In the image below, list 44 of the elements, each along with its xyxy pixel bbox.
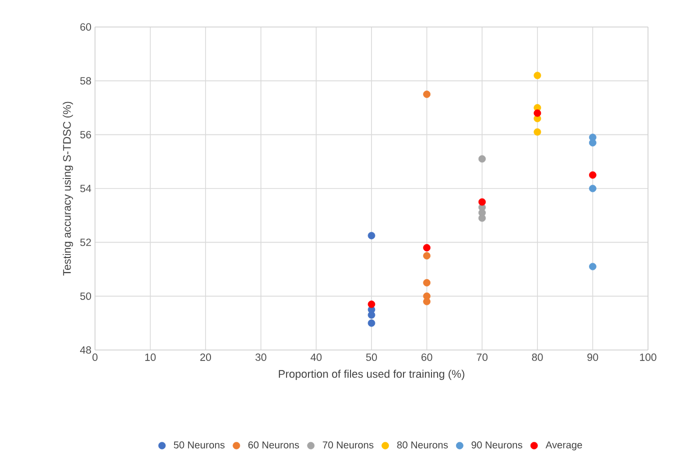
x-tick-label: 30: [255, 354, 266, 361]
x-tick-label: 90: [587, 354, 598, 361]
x-tick-label: 10: [145, 354, 156, 361]
point: [423, 252, 430, 260]
legend-label: 50 Neurons: [174, 441, 225, 448]
legend-label: 80 Neurons: [397, 441, 448, 448]
point: [534, 109, 542, 117]
point: [589, 171, 596, 179]
y-tick-label: 52: [80, 238, 91, 246]
point: [478, 198, 486, 206]
x-tick-label: 70: [476, 354, 488, 361]
point: [423, 279, 430, 286]
point: [423, 244, 430, 252]
point: [368, 319, 376, 327]
y-axis-title: Testing accuracy using S-TDSC (%): [62, 102, 73, 276]
x-tick-label: 60: [422, 354, 432, 361]
point: [368, 232, 376, 240]
x-tick-label: 0: [92, 354, 98, 361]
y-tick-label: 48: [80, 346, 92, 354]
legend-label: 70 Neurons: [322, 441, 374, 448]
x-tick-label: 40: [310, 354, 322, 361]
x-tick-label: 20: [200, 354, 212, 361]
x-tick-label: 100: [640, 354, 656, 361]
y-tick-label: 54: [80, 184, 92, 192]
point: [368, 300, 376, 308]
point: [589, 184, 596, 192]
point: [534, 128, 542, 136]
point: [534, 72, 542, 80]
y-tick-label: 50: [80, 292, 92, 300]
y-tick-label: 56: [80, 130, 92, 138]
legend-label: 90 Neurons: [472, 441, 522, 448]
y-tick-label: 60: [80, 23, 92, 31]
point: [368, 311, 376, 319]
point: [589, 139, 596, 146]
x-tick-label: 80: [532, 354, 543, 361]
x-tick-label: 50: [366, 354, 377, 361]
point: [478, 155, 486, 163]
legend-label: 60 Neurons: [248, 441, 300, 448]
point: [423, 298, 430, 306]
x-axis-title: Proportion of files used for training (%): [278, 370, 464, 380]
point: [423, 90, 430, 98]
y-tick-label: 58: [80, 77, 92, 85]
point: [589, 262, 596, 270]
legend-label: Average: [546, 441, 582, 450]
